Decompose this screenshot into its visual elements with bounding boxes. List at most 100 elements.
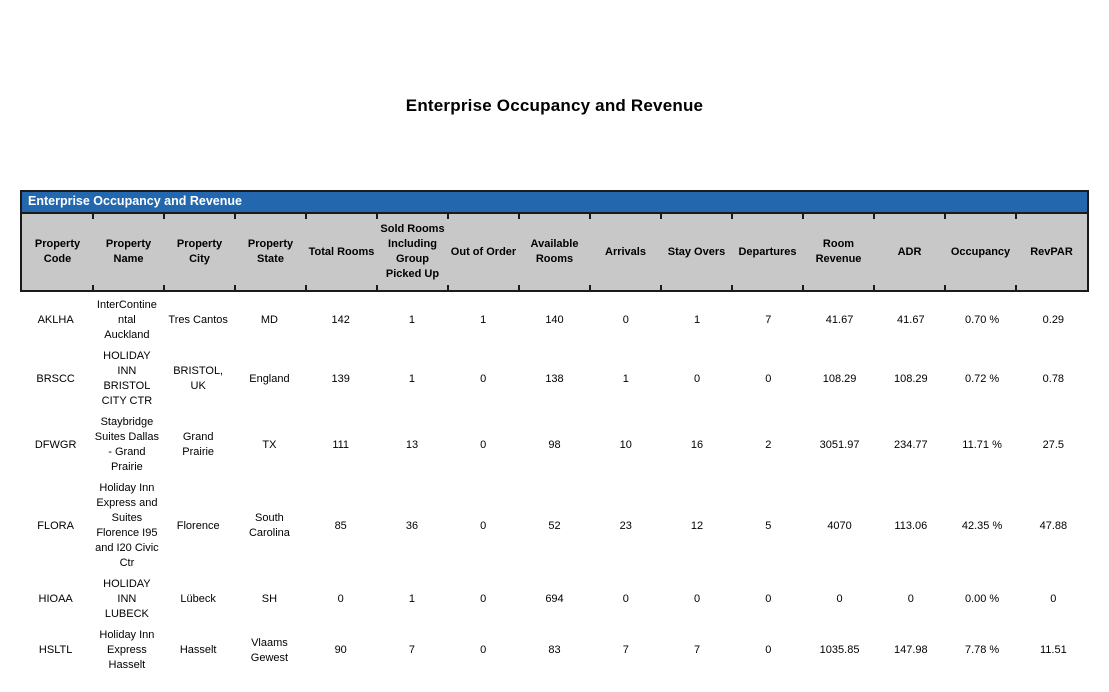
column-header-cell: Out of Order [447,214,519,290]
table-cell: MD [260,314,278,326]
table-cell: 0 [480,593,487,605]
table-row: HIOAA HOLIDAY INN LUBECK Lübeck SH 0 1 0 694 0 0 0… [20,574,1089,625]
table-cell: England [249,372,290,385]
column-header-cell: Property City [163,214,235,290]
table-cell: 11.51 [1039,644,1067,656]
table-cell: 147.98 [893,644,928,656]
table-cell: 7 [622,644,629,656]
table-cell: 0 [480,644,487,656]
report-header-row: Property Code Property Name Property City P… [22,214,1087,290]
table-cell: DFWGR [34,438,77,451]
column-header-cell: Property State [234,214,306,290]
table-cell: 0 [765,593,772,605]
table-cell: 36 [405,519,419,532]
table-cell: 41.67 [825,314,854,326]
table-cell: 0 [907,593,914,605]
table-cell: 0.29 [1042,314,1065,326]
column-header-cell: Property Name [92,214,164,290]
table-cell: Staybridge Suites Dallas - Grand Prairie [94,416,159,473]
report-table-body: AKLHA InterContinental Auckland Tres Canto… [20,292,1089,676]
column-header-cell: RevPAR [1015,214,1087,290]
table-cell: 0 [836,593,843,605]
table-cell: 4070 [827,519,852,532]
table-cell: 85 [334,519,347,532]
table-cell: InterContinental Auckland [96,299,157,341]
table-cell: 23 [619,519,632,532]
table-cell: SH [261,593,278,605]
table-cell: 5 [765,519,772,532]
table-cell: HIOAA [38,593,73,605]
table-cell: 0.78 [1042,372,1065,385]
table-cell: HOLIDAY INN BRISTOL CITY CTR [101,350,153,407]
table-cell: 52 [548,519,561,532]
table-cell: 3051.97 [819,438,860,451]
table-cell: 47.88 [1039,519,1068,532]
column-header-cell: Occupancy [944,214,1016,290]
column-header-cell: Room Revenue [802,214,874,290]
table-cell: 138 [545,372,564,385]
table-cell: 142 [331,314,350,326]
table-row: HSLTL Holiday Inn Express Hasselt Hasselt V… [20,625,1089,676]
table-cell: 113.06 [894,519,928,532]
column-header-cell: ADR [873,214,945,290]
table-cell: HOLIDAY INN LUBECK [103,578,151,620]
table-cell: 0 [622,314,629,326]
table-cell: 140 [545,314,564,326]
table-cell: 13 [405,438,419,451]
table-cell: 1 [693,314,701,326]
table-cell: 7.78 % [964,644,1000,656]
column-header-cell: Sold Rooms Including Group Picked Up [376,214,448,290]
table-cell: 7 [765,314,772,326]
table-cell: Tres Cantos [168,314,228,326]
table-cell: 12 [690,519,704,532]
table-cell: 0 [480,519,487,532]
table-cell: 27.5 [1042,438,1065,451]
table-cell: 11.71 % [962,438,1002,451]
table-cell: 41.67 [897,314,925,326]
table-cell: Florence [176,519,220,532]
table-cell: 0 [1050,593,1057,605]
table-cell: 1 [408,314,416,326]
table-cell: 1 [408,593,416,605]
table-cell: TX [262,438,277,451]
table-cell: Vlaams Gewest [250,636,289,664]
table-cell: AKLHA [37,314,74,326]
table-cell: 1 [408,372,416,385]
table-cell: 234.77 [893,438,928,451]
table-cell: BRISTOL, UK [173,365,224,392]
table-cell: 139 [331,372,350,385]
table-cell: 10 [619,438,632,451]
table-cell: South Carolina [248,512,290,539]
table-cell: 0.00 % [964,593,1000,605]
table-cell: 0 [480,438,487,451]
table-row: FLORA Holiday Inn Express and Suites Flor… [20,478,1089,574]
table-cell: 7 [408,644,416,656]
table-row: BRSCC HOLIDAY INN BRISTOL CITY CTR BRISTOL… [20,346,1089,412]
table-cell: 0 [622,593,629,605]
table-cell: 0 [693,372,701,385]
table-cell: Holiday Inn Express Hasselt [99,629,155,671]
table-row: AKLHA InterContinental Auckland Tres Canto… [20,295,1089,346]
table-cell: 0 [765,372,772,385]
column-header-cell: Total Rooms [305,214,377,290]
table-cell: 0 [765,644,772,656]
column-header-cell: Arrivals [589,214,661,290]
report-table: Enterprise Occupancy and Revenue Propert… [20,190,1089,676]
table-cell: 16 [690,438,704,451]
table-cell: 83 [548,644,561,656]
report-banner-title: Enterprise Occupancy and Revenue [22,192,1087,214]
table-cell: 90 [334,644,347,656]
report-header-block: Enterprise Occupancy and Revenue Propert… [20,190,1089,292]
table-cell: 0 [337,593,344,605]
column-header-cell: Available Rooms [518,214,590,290]
table-cell: Lübeck [180,593,216,605]
column-header-cell: Departures [731,214,803,290]
table-cell: FLORA [37,519,74,532]
table-cell: 1 [622,372,629,385]
table-cell: 2 [765,438,772,451]
table-cell: 42.35 % [961,519,1003,532]
table-cell: 1 [480,314,487,326]
table-cell: 0.72 % [964,372,1000,385]
table-cell: 7 [693,644,701,656]
table-row: DFWGR Staybridge Suites Dallas - Grand Pr… [20,412,1089,478]
